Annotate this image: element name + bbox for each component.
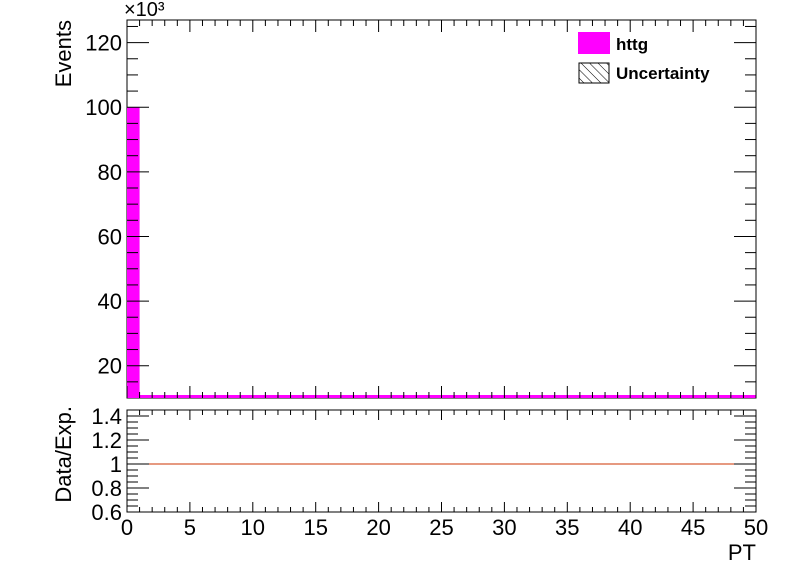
x-tick-label: 35 (555, 515, 579, 540)
legend-label-uncertainty: Uncertainty (616, 64, 710, 83)
ratio-plot-panel: 0.60.811.21.4 0 5 10 15 20 25 30 35 40 45 50 Data/… (51, 404, 768, 565)
x-axis-label: PT (728, 540, 756, 565)
ratio-x-ticks: 0 5 10 15 20 25 30 35 40 45 50 (121, 410, 768, 540)
y-tick-label: 40 (98, 289, 122, 314)
ratio-y-tick-label: 1.2 (91, 428, 122, 453)
main-x-ticks (126, 20, 757, 398)
y-tick-label: 80 (98, 160, 122, 185)
ratio-y-ticks: 0.60.811.21.4 (91, 404, 756, 525)
x-tick-label: 0 (121, 515, 133, 540)
ratio-y-tick-label: 1.4 (91, 404, 122, 429)
y-tick-label: 60 (98, 224, 122, 249)
ratio-y-tick-label: 0.8 (91, 476, 122, 501)
x-tick-label: 50 (744, 515, 768, 540)
ratio-y-tick-label: 0.6 (91, 500, 122, 525)
y-axis-multiplier: ×10³ (124, 0, 165, 21)
ratio-y-axis-label: Data/Exp. (51, 406, 76, 503)
legend-swatch-uncertainty (578, 62, 610, 84)
x-tick-label: 40 (618, 515, 642, 540)
x-tick-label: 30 (492, 515, 516, 540)
ratio-plot-frame (126, 409, 757, 513)
legend-label-httg: httg (616, 35, 648, 54)
y-tick-label: 100 (85, 95, 122, 120)
x-tick-label: 10 (241, 515, 265, 540)
ratio-y-tick-label: 1 (110, 452, 122, 477)
main-y-ticks: 20 40 60 80 100 120 (85, 25, 756, 383)
x-tick-label: 20 (366, 515, 390, 540)
x-tick-label: 45 (681, 515, 705, 540)
y-tick-label: 20 (98, 354, 122, 379)
x-tick-label: 5 (184, 515, 196, 540)
y-tick-label: 120 (85, 31, 122, 56)
main-y-axis-label: Events (51, 20, 76, 87)
legend: httg Uncertainty (578, 32, 710, 84)
legend-swatch-httg (578, 32, 610, 54)
x-tick-label: 15 (303, 515, 327, 540)
main-bars (127, 107, 756, 398)
x-tick-label: 25 (429, 515, 453, 540)
main-plot-panel: 20 40 60 80 100 120 Events ×10³ httg Uncertai… (51, 0, 757, 399)
